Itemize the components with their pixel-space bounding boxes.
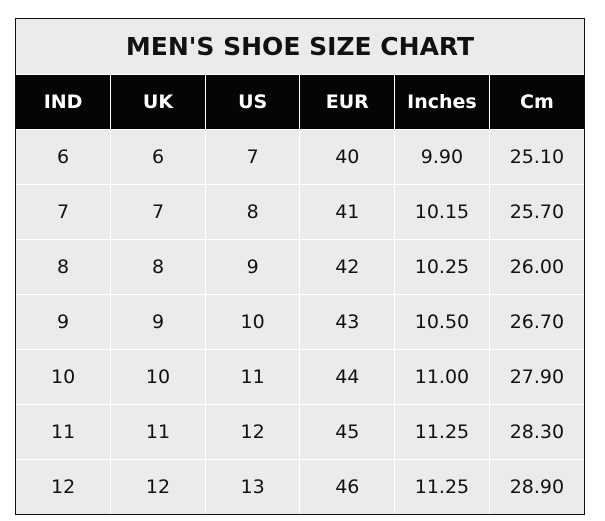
cell-eur: 43 xyxy=(299,294,396,350)
cell-uk: 12 xyxy=(110,459,206,514)
cell-eur: 45 xyxy=(299,404,396,460)
column-header-cm: Cm xyxy=(488,74,584,130)
cell-cm: 27.90 xyxy=(488,349,584,405)
cell-inches: 10.50 xyxy=(394,294,490,350)
column-header-ind: IND xyxy=(16,74,112,130)
size-chart: MEN'S SHOE SIZE CHART IND UK US EUR Inches Cm… xyxy=(15,18,585,515)
cell-us: 7 xyxy=(204,129,301,185)
cell-uk: 11 xyxy=(110,404,206,460)
cell-inches: 11.00 xyxy=(394,349,490,405)
chart-title: MEN'S SHOE SIZE CHART xyxy=(16,19,584,75)
table-row: 12 12 13 46 11.25 28.90 xyxy=(16,459,584,514)
cell-uk: 9 xyxy=(110,294,206,350)
cell-ind: 8 xyxy=(16,239,112,295)
cell-ind: 10 xyxy=(16,349,112,405)
cell-us: 9 xyxy=(204,239,301,295)
cell-uk: 7 xyxy=(110,184,206,240)
cell-ind: 12 xyxy=(16,459,112,514)
cell-ind: 7 xyxy=(16,184,112,240)
cell-inches: 10.15 xyxy=(394,184,490,240)
cell-eur: 46 xyxy=(299,459,396,514)
cell-us: 12 xyxy=(204,404,301,460)
cell-ind: 6 xyxy=(16,129,112,185)
cell-eur: 42 xyxy=(299,239,396,295)
cell-ind: 11 xyxy=(16,404,112,460)
table-row: 8 8 9 42 10.25 26.00 xyxy=(16,239,584,295)
cell-us: 10 xyxy=(204,294,301,350)
table-row: 9 9 10 43 10.50 26.70 xyxy=(16,294,584,350)
cell-cm: 25.10 xyxy=(488,129,584,185)
cell-cm: 26.70 xyxy=(488,294,584,350)
table-row: 10 10 11 44 11.00 27.90 xyxy=(16,349,584,405)
cell-us: 11 xyxy=(204,349,301,405)
cell-inches: 10.25 xyxy=(394,239,490,295)
cell-us: 13 xyxy=(204,459,301,514)
cell-eur: 44 xyxy=(299,349,396,405)
cell-inches: 9.90 xyxy=(394,129,490,185)
cell-cm: 26.00 xyxy=(488,239,584,295)
cell-uk: 8 xyxy=(110,239,206,295)
cell-cm: 28.30 xyxy=(488,404,584,460)
cell-inches: 11.25 xyxy=(394,404,490,460)
column-header-inches: Inches xyxy=(394,74,490,130)
header-row: IND UK US EUR Inches Cm xyxy=(16,74,584,130)
table-row: 11 11 12 45 11.25 28.30 xyxy=(16,404,584,460)
column-header-us: US xyxy=(204,74,301,130)
table-row: 6 6 7 40 9.90 25.10 xyxy=(16,129,584,185)
cell-ind: 9 xyxy=(16,294,112,350)
size-table: MEN'S SHOE SIZE CHART IND UK US EUR Inches Cm… xyxy=(16,19,584,514)
cell-eur: 41 xyxy=(299,184,396,240)
cell-cm: 28.90 xyxy=(488,459,584,514)
cell-inches: 11.25 xyxy=(394,459,490,514)
cell-eur: 40 xyxy=(299,129,396,185)
table-row: 7 7 8 41 10.15 25.70 xyxy=(16,184,584,240)
cell-uk: 10 xyxy=(110,349,206,405)
cell-cm: 25.70 xyxy=(488,184,584,240)
cell-uk: 6 xyxy=(110,129,206,185)
column-header-eur: EUR xyxy=(299,74,396,130)
column-header-uk: UK xyxy=(110,74,206,130)
cell-us: 8 xyxy=(204,184,301,240)
